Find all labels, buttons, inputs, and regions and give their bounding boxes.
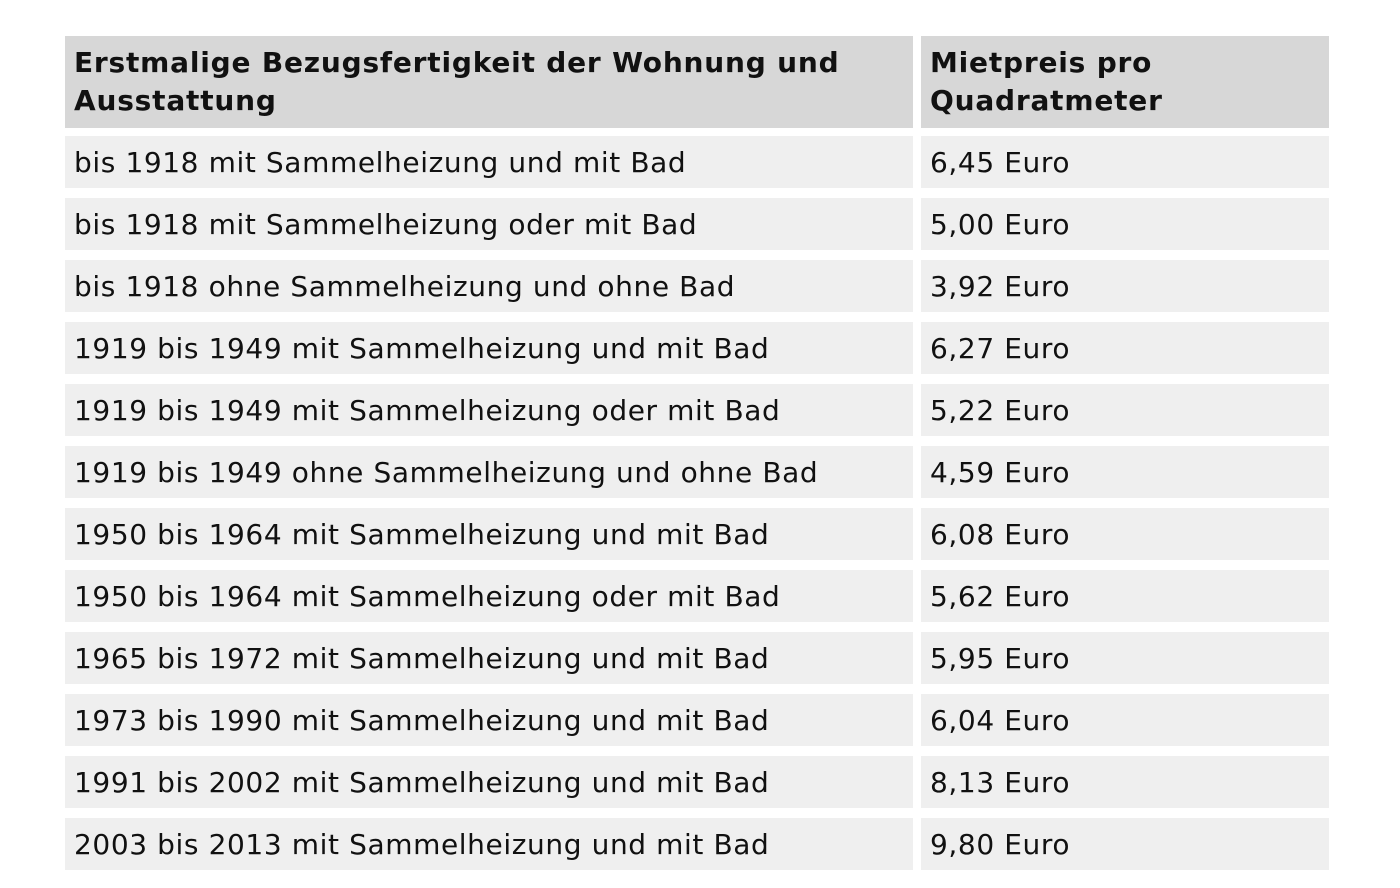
table-row: 1919 bis 1949 mit Sammelheizung und mit … [65, 322, 1329, 374]
price-cell: 6,27 Euro [921, 322, 1329, 374]
header-cell-construction-period: Erstmalige Bezugsfertigkeit der Wohnung … [65, 36, 913, 128]
price-cell: 6,08 Euro [921, 508, 1329, 560]
period-cell: 1919 bis 1949 mit Sammelheizung und mit … [65, 322, 913, 374]
price-cell: 9,80 Euro [921, 818, 1329, 870]
period-cell: 1919 bis 1949 mit Sammelheizung oder mit… [65, 384, 913, 436]
price-cell: 5,95 Euro [921, 632, 1329, 684]
period-cell: 1950 bis 1964 mit Sammelheizung und mit … [65, 508, 913, 560]
period-cell: 2003 bis 2013 mit Sammelheizung und mit … [65, 818, 913, 870]
rent-table: Erstmalige Bezugsfertigkeit der Wohnung … [65, 36, 1329, 880]
price-cell: 8,13 Euro [921, 756, 1329, 808]
period-cell: 1973 bis 1990 mit Sammelheizung und mit … [65, 694, 913, 746]
period-cell: bis 1918 mit Sammelheizung oder mit Bad [65, 198, 913, 250]
table-row: 1919 bis 1949 ohne Sammelheizung und ohn… [65, 446, 1329, 498]
period-cell: 1991 bis 2002 mit Sammelheizung und mit … [65, 756, 913, 808]
period-cell: bis 1918 mit Sammelheizung und mit Bad [65, 136, 913, 188]
price-cell: 6,45 Euro [921, 136, 1329, 188]
table-row: 1973 bis 1990 mit Sammelheizung und mit … [65, 694, 1329, 746]
period-cell: 1950 bis 1964 mit Sammelheizung oder mit… [65, 570, 913, 622]
price-cell: 6,04 Euro [921, 694, 1329, 746]
price-cell: 4,59 Euro [921, 446, 1329, 498]
table-row: 1991 bis 2002 mit Sammelheizung und mit … [65, 756, 1329, 808]
period-cell: 1919 bis 1949 ohne Sammelheizung und ohn… [65, 446, 913, 498]
period-cell: 1965 bis 1972 mit Sammelheizung und mit … [65, 632, 913, 684]
table-row: bis 1918 ohne Sammelheizung und ohne Bad… [65, 260, 1329, 312]
table-row: 1950 bis 1964 mit Sammelheizung oder mit… [65, 570, 1329, 622]
price-cell: 5,22 Euro [921, 384, 1329, 436]
table-row: 1919 bis 1949 mit Sammelheizung oder mit… [65, 384, 1329, 436]
table-row: bis 1918 mit Sammelheizung und mit Bad 6… [65, 136, 1329, 188]
header-cell-rent-per-sqm: Mietpreis pro Quadratmeter [921, 36, 1329, 128]
price-cell: 3,92 Euro [921, 260, 1329, 312]
table-row: bis 1918 mit Sammelheizung oder mit Bad … [65, 198, 1329, 250]
price-cell: 5,00 Euro [921, 198, 1329, 250]
table-row: 1950 bis 1964 mit Sammelheizung und mit … [65, 508, 1329, 560]
period-cell: bis 1918 ohne Sammelheizung und ohne Bad [65, 260, 913, 312]
table-row: 1965 bis 1972 mit Sammelheizung und mit … [65, 632, 1329, 684]
table-row: 2003 bis 2013 mit Sammelheizung und mit … [65, 818, 1329, 870]
price-cell: 5,62 Euro [921, 570, 1329, 622]
table-header-row: Erstmalige Bezugsfertigkeit der Wohnung … [65, 36, 1329, 128]
